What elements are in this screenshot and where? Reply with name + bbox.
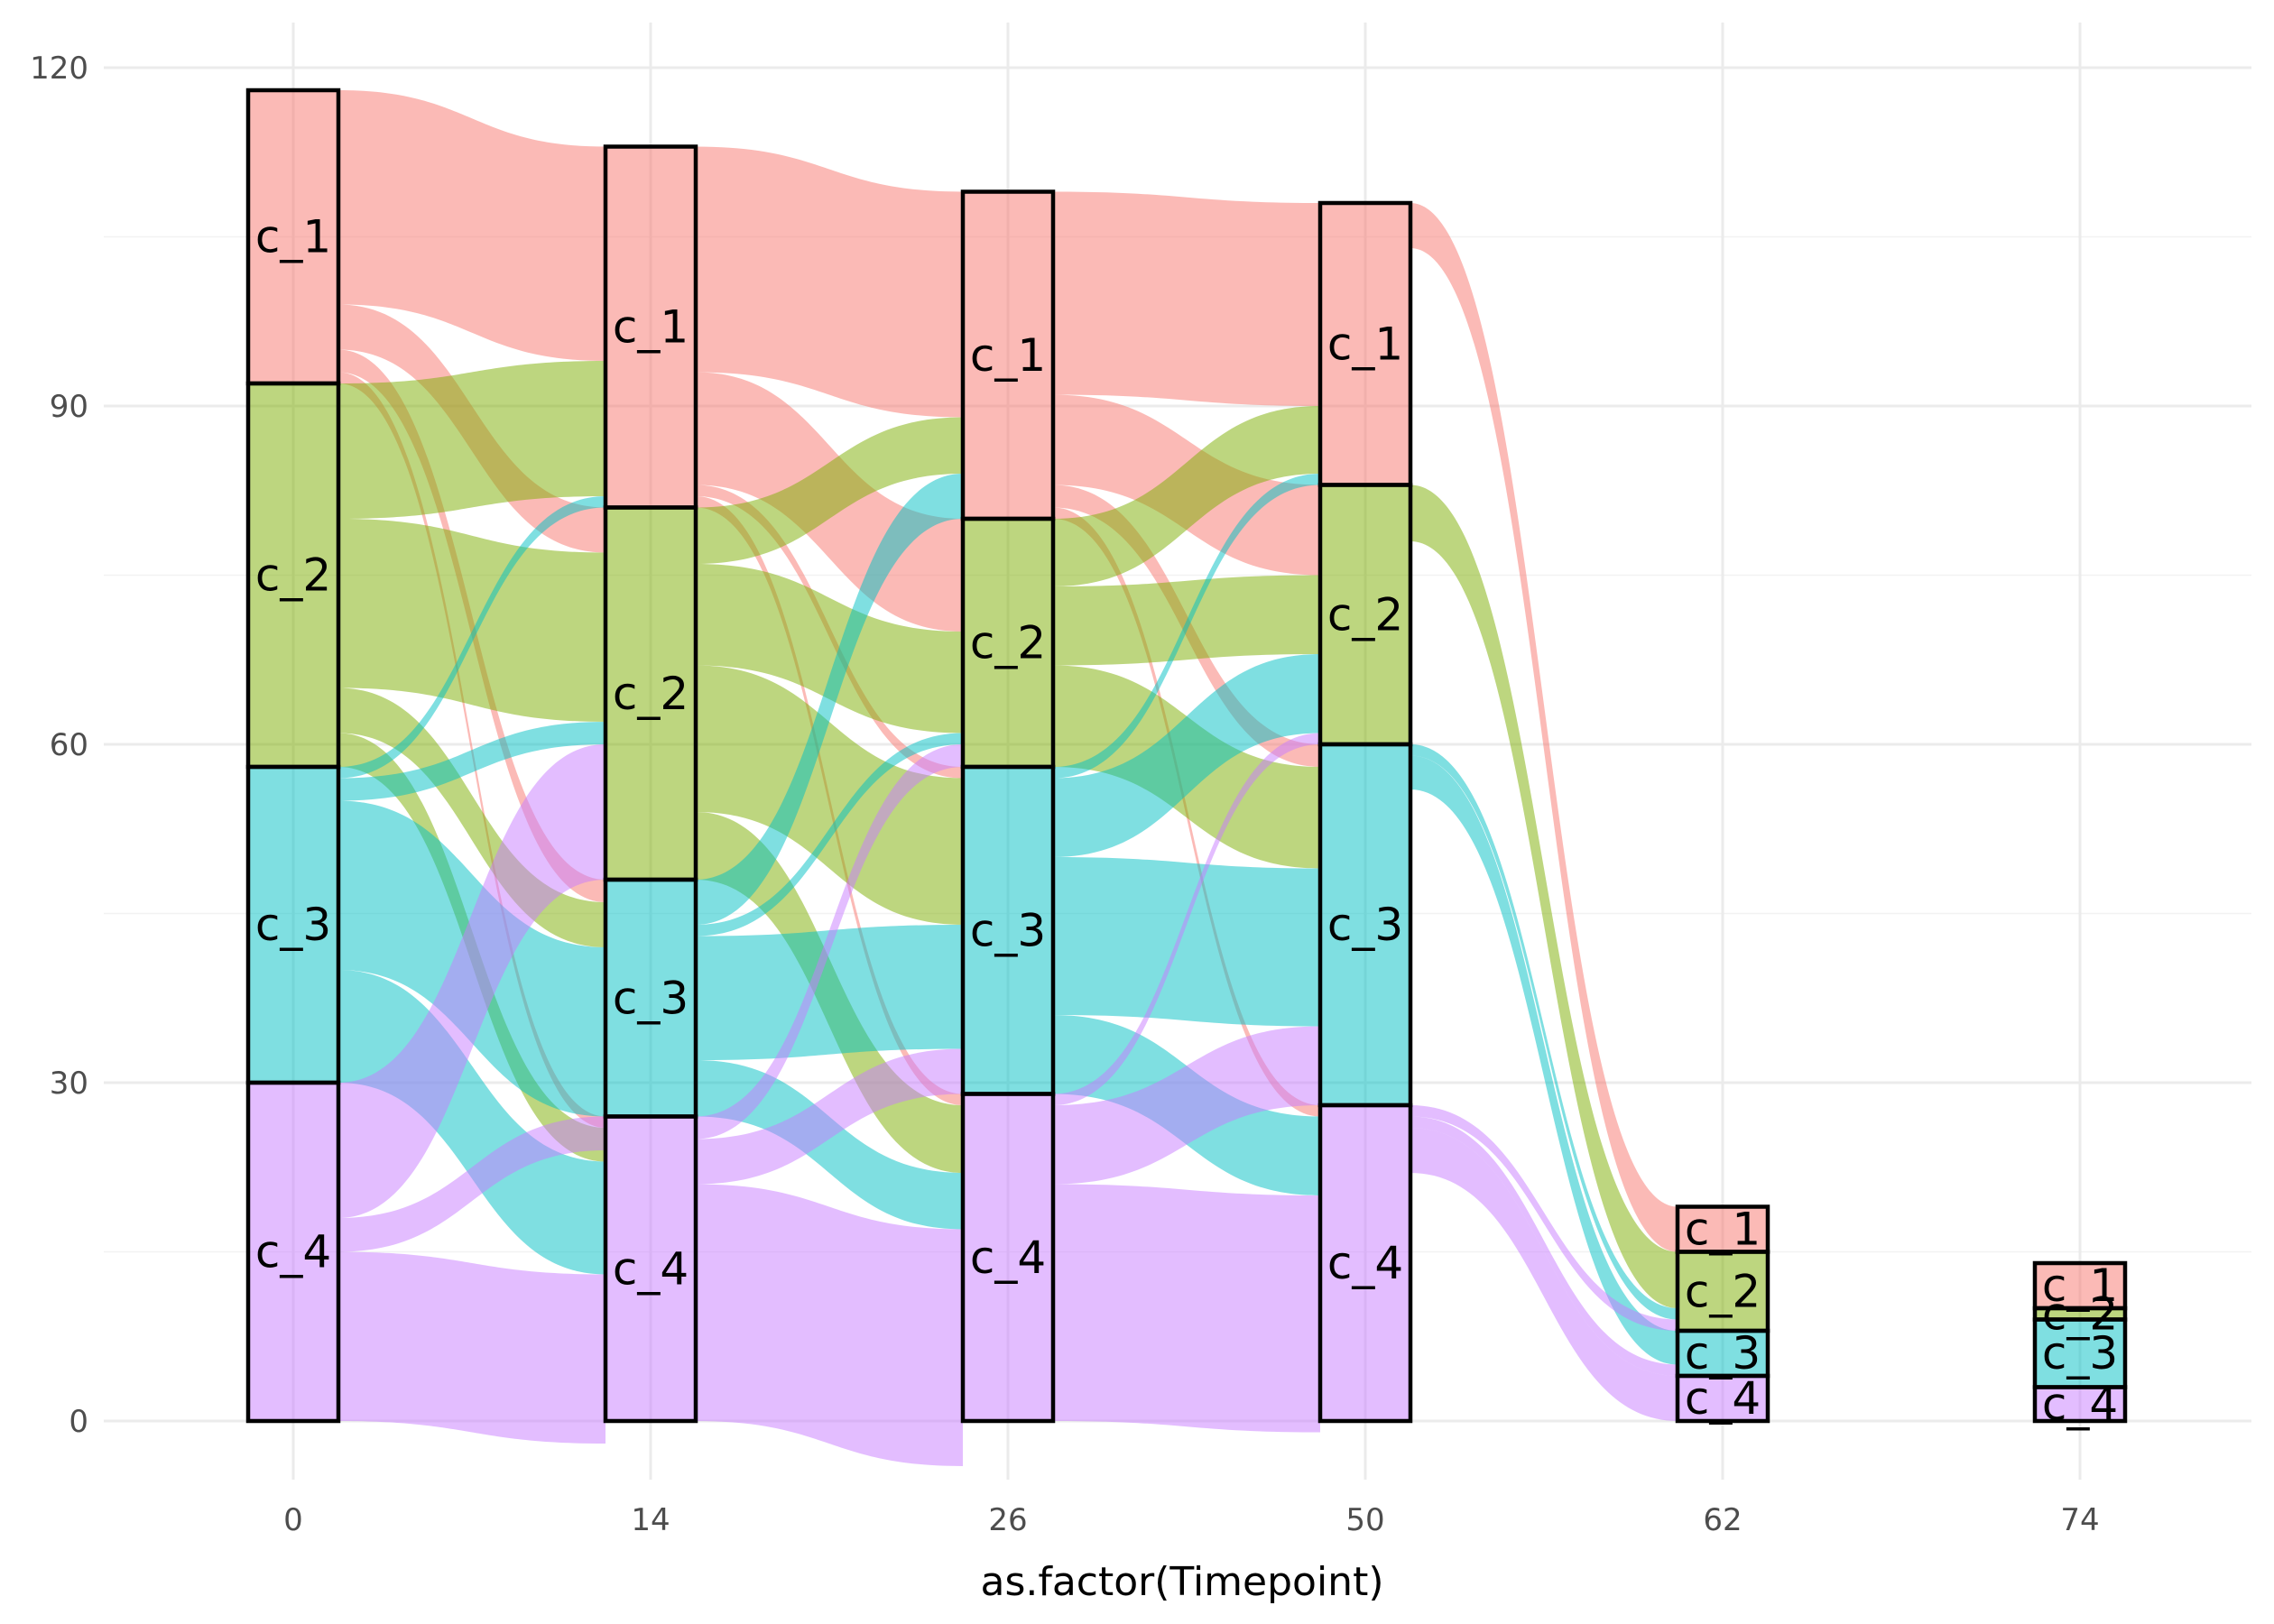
stratum-label: c_2 xyxy=(613,668,689,720)
x-tick-label: 0 xyxy=(283,1502,303,1538)
stratum-c_4 xyxy=(245,1080,341,1424)
stratum-c_2 xyxy=(603,505,698,882)
flow-c_4-to-c_2 xyxy=(1053,733,1320,1105)
y-tick-label: 60 xyxy=(50,727,88,763)
flow-c_2-to-c_2 xyxy=(338,519,605,722)
flow-c_4-to-c_4 xyxy=(338,1251,605,1444)
x-tick-label: 62 xyxy=(1703,1502,1742,1538)
stratum-c_3 xyxy=(245,764,341,1085)
stratum-label: c_3 xyxy=(2042,1327,2118,1379)
stratum-label: c_1 xyxy=(255,211,331,263)
stratum-c_4 xyxy=(1675,1373,1770,1424)
stratum-c_3 xyxy=(960,764,1056,1096)
stratum-label: c_2 xyxy=(1327,588,1403,641)
stratum-label: c_3 xyxy=(970,904,1046,956)
stratum-c_3 xyxy=(603,877,698,1119)
flow-c_3-to-c_2 xyxy=(1410,744,1678,1320)
stratum-label: c_4 xyxy=(255,1226,331,1278)
flow-c_3-to-c_2 xyxy=(1053,654,1320,857)
y-tick-label: 120 xyxy=(30,51,88,87)
stratum-label: c_1 xyxy=(1327,318,1403,370)
stratum-c_3 xyxy=(1317,742,1413,1108)
flow-c_2-to-c_3 xyxy=(696,665,963,925)
flow-c_1-to-c_1 xyxy=(696,146,963,418)
flow-c_1-to-c_1 xyxy=(338,90,605,361)
stratum-label: c_4 xyxy=(2042,1378,2118,1430)
x-axis-ticks: 0 14 26 50 62 74 xyxy=(283,1502,2099,1538)
flow-c_3-to-c_1 xyxy=(1053,474,1320,779)
flow-c_1-to-c_1 xyxy=(1053,191,1320,406)
stratum-c_4 xyxy=(1317,1103,1413,1424)
stratum-c_2 xyxy=(1317,483,1413,747)
flow-c_3-to-c_3 xyxy=(1410,755,1678,1365)
stratum-c_1 xyxy=(2032,1260,2128,1311)
x-tick-label: 14 xyxy=(631,1502,670,1538)
stratum-label: c_2 xyxy=(1685,1265,1761,1317)
stratum-c_4 xyxy=(603,1114,698,1424)
stratum-c_1 xyxy=(603,144,698,510)
x-tick-label: 26 xyxy=(988,1502,1027,1538)
flow-c_4-to-c_3 xyxy=(1053,1026,1320,1185)
stratum-c_2 xyxy=(245,381,341,770)
stratum-label: c_1 xyxy=(613,301,689,354)
stratum-label: c_2 xyxy=(255,549,331,602)
stratum-label: c_3 xyxy=(255,899,331,951)
flow-c_4-to-c_2 xyxy=(1410,1105,1678,1331)
stratum-c_1 xyxy=(1675,1204,1770,1254)
flow-c_3-to-c_1 xyxy=(696,474,963,925)
y-tick-label: 30 xyxy=(50,1066,88,1102)
y-tick-label: 90 xyxy=(50,389,88,425)
flow-c_3-to-c_2 xyxy=(696,733,963,937)
flow-c_4-to-c_2 xyxy=(338,744,605,1218)
flow-c_4-to-c_2 xyxy=(696,744,963,1140)
flow-c_3-to-c_4 xyxy=(696,1060,963,1230)
stratum-label: c_4 xyxy=(613,1242,689,1295)
flow-c_3-to-c_3 xyxy=(1053,857,1320,1027)
stratum-label: c_4 xyxy=(970,1232,1046,1284)
flow-c_3-to-c_4 xyxy=(338,970,605,1275)
strata xyxy=(245,88,2128,1424)
flow-c_2-to-c_2 xyxy=(696,564,963,734)
stratum-label: c_4 xyxy=(1327,1237,1403,1289)
stratum-label: c_1 xyxy=(970,329,1046,382)
flow-c_2-to-c_2 xyxy=(1410,484,1678,1308)
flow-c_4-to-c_3 xyxy=(696,1048,963,1185)
flow-c_2-to-c_1 xyxy=(338,361,605,519)
flows xyxy=(338,90,1678,1466)
stratum-c_1 xyxy=(960,189,1056,521)
stratum-label: c_4 xyxy=(1685,1372,1761,1425)
flow-c_3-to-c_3 xyxy=(696,925,963,1060)
y-tick-label: 0 xyxy=(69,1404,88,1440)
x-tick-label: 74 xyxy=(2060,1502,2099,1538)
stratum-label: c_1 xyxy=(2042,1260,2118,1312)
y-axis-ticks: 0 30 60 90 120 xyxy=(30,51,88,1440)
flow-c_4-to-c_3 xyxy=(338,1116,605,1252)
flow-c_3-to-c_1 xyxy=(338,496,605,779)
stratum-c_4 xyxy=(960,1092,1056,1424)
stratum-label: c_1 xyxy=(1685,1204,1761,1256)
x-axis-title: as.factor(Timepoint) xyxy=(980,1559,1383,1605)
stratum-label: c_2 xyxy=(2042,1287,2118,1340)
stratum-labels: c_1c_2c_3c_4c_1c_2c_3c_4c_1c_2c_3c_4c_1c… xyxy=(255,211,2118,1431)
stratum-c_1 xyxy=(1317,200,1413,487)
stratum-label: c_3 xyxy=(1685,1327,1761,1379)
flow-c_1-to-c_1 xyxy=(1410,203,1678,1252)
flow-c_3-to-c_2 xyxy=(338,722,605,801)
stratum-label: c_2 xyxy=(970,617,1046,669)
flow-c_4-to-c_3 xyxy=(1410,1116,1678,1376)
flow-c_4-to-c_4 xyxy=(1410,1128,1678,1421)
stratum-label: c_3 xyxy=(1327,899,1403,951)
flow-c_4-to-c_4 xyxy=(696,1184,963,1466)
flow-c_4-to-c_4 xyxy=(1053,1184,1320,1433)
stratum-label: c_3 xyxy=(613,972,689,1024)
flow-c_2-to-c_1 xyxy=(1053,406,1320,586)
stratum-c_4 xyxy=(2032,1385,2128,1424)
flow-c_2-to-c_1 xyxy=(696,417,963,564)
x-tick-label: 50 xyxy=(1345,1502,1384,1538)
